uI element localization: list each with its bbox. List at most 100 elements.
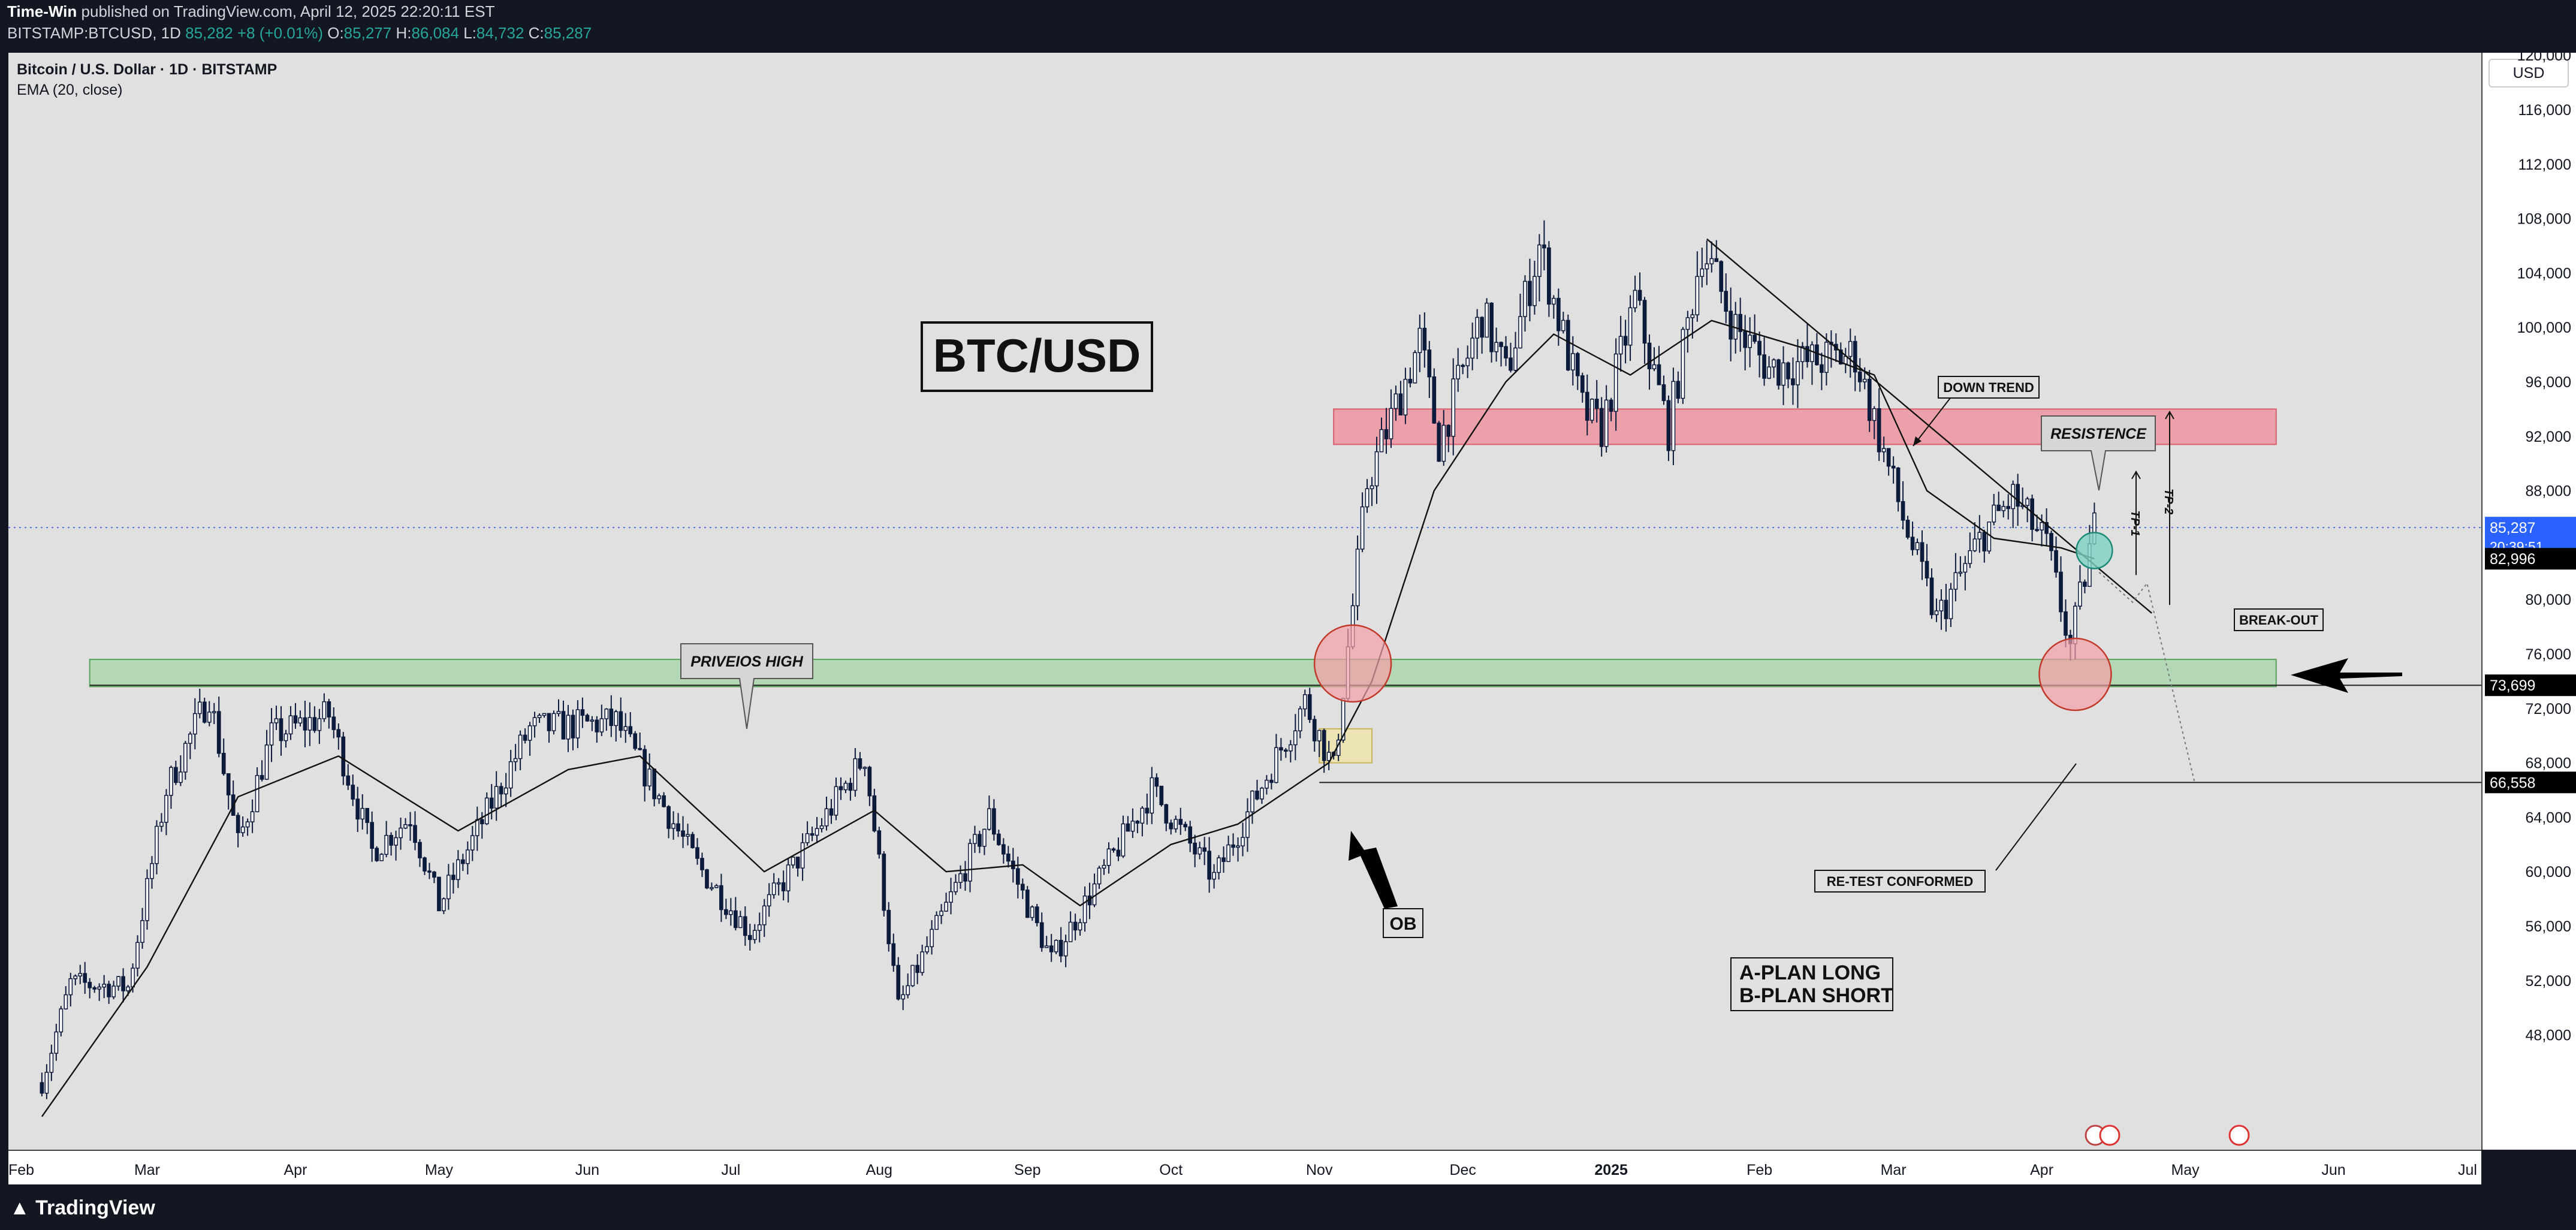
chart-canvas[interactable]: BTC/USD PRIVEIOS HIGH RESISTENCE DOWN TREND…: [8, 53, 2481, 1150]
candle-body: [1475, 316, 1479, 339]
candle-body: [891, 943, 896, 966]
candle-body: [795, 857, 800, 869]
candle-body: [1992, 504, 1996, 523]
candle-body: [1393, 393, 1398, 409]
resistence-callout[interactable]: RESISTENCE: [2041, 415, 2156, 491]
candle-body: [1054, 939, 1058, 952]
candle-body: [1963, 563, 1968, 573]
candle-body: [2040, 522, 2044, 530]
candle-body: [97, 986, 102, 990]
candle-body: [442, 898, 446, 912]
candle-body: [705, 869, 709, 889]
main-title-box: [921, 321, 1153, 392]
candle-body: [1485, 302, 1489, 338]
candle-body: [1939, 599, 1944, 611]
candle-body: [1178, 819, 1183, 825]
candle-body: [1815, 344, 1819, 366]
projection-path: [2098, 572, 2196, 783]
candle-body: [1212, 872, 1216, 880]
price-tick-label: 60,000: [2526, 864, 2571, 881]
candle-body: [1556, 297, 1561, 331]
candle-body: [73, 975, 78, 979]
candle-body: [451, 875, 456, 881]
candle-body: [1762, 354, 1766, 379]
candle-body: [331, 716, 336, 730]
candle-body: [968, 843, 972, 882]
candle-body: [1135, 821, 1140, 824]
legend-title[interactable]: Bitcoin / U.S. Dollar · 1D · BITSTAMP: [17, 61, 277, 78]
candle-body: [877, 830, 882, 855]
candle-body: [1843, 355, 1848, 364]
candle-body: [662, 795, 666, 807]
price-change: +8 (+0.01%): [237, 24, 323, 42]
candle-body: [1499, 342, 1503, 347]
candle-body: [221, 753, 226, 774]
candle-body: [83, 973, 88, 983]
candle-body: [1705, 263, 1709, 270]
candle-body: [121, 976, 125, 991]
time-tick-label: Jul: [721, 1162, 740, 1178]
candle-body: [1102, 864, 1106, 869]
candle-body: [1236, 845, 1240, 848]
candle-body: [255, 774, 260, 812]
candle-body: [1690, 314, 1695, 318]
candle-body: [183, 743, 188, 773]
ob-label-box: [1383, 908, 1423, 938]
publisher-name[interactable]: Time-Win: [7, 2, 77, 20]
price-axis[interactable]: USD 48,000 52,000 56,000 60,000 64,000 68,000…: [2481, 53, 2576, 1150]
candle-body: [1570, 353, 1575, 370]
candle-body: [346, 775, 351, 786]
tradingview-logo[interactable]: ▲ TradingView: [10, 1196, 155, 1220]
candle-body: [1432, 376, 1437, 424]
candle-body: [1020, 884, 1025, 891]
candle-body: [805, 833, 810, 843]
candle-body: [499, 786, 503, 795]
candle-body: [1565, 319, 1570, 370]
candle-body: [743, 916, 747, 936]
candle-body: [1848, 340, 1853, 357]
candle-body: [590, 719, 595, 722]
down-trend-pointer: [1913, 397, 1951, 447]
candle-body: [1685, 317, 1690, 330]
candle-body: [192, 713, 197, 735]
candle-body: [752, 930, 757, 940]
candle-body: [1776, 359, 1781, 386]
candle-body: [700, 858, 704, 870]
candle-body: [1757, 340, 1761, 355]
candle-body: [862, 767, 867, 769]
candle-body: [1972, 538, 1977, 551]
candle-body: [1820, 364, 1824, 373]
legend-indicator[interactable]: EMA (20, close): [17, 82, 123, 98]
candle-body: [1140, 807, 1145, 824]
candle-body: [906, 985, 910, 996]
candle-body: [1719, 261, 1724, 292]
candle-body: [819, 825, 824, 830]
candle-body: [1097, 867, 1102, 885]
time-axis[interactable]: Feb Mar Apr May Jun Jul Aug Sep Oct Nov Dec 2025 Feb…: [8, 1150, 2481, 1186]
candle-body: [1202, 847, 1206, 852]
currency-button[interactable]: USD: [2488, 59, 2569, 88]
priveios-high-callout[interactable]: PRIVEIOS HIGH: [680, 643, 813, 729]
candle-body: [1695, 276, 1700, 315]
candle-body: [1145, 807, 1150, 814]
price-tag-label: 82,996: [2490, 551, 2535, 568]
candle-body: [394, 837, 398, 846]
event-flag-icon[interactable]: [2228, 1125, 2250, 1146]
candle-body: [1805, 346, 1809, 363]
candle-body: [1231, 844, 1235, 848]
candle-body: [815, 828, 819, 836]
candle-body: [1164, 804, 1169, 824]
candle-body: [1738, 313, 1743, 332]
event-flag-icon[interactable]: [2099, 1125, 2120, 1146]
candle-body: [460, 859, 465, 864]
candle-body: [447, 875, 451, 900]
time-axis-canvas[interactable]: Feb Mar Apr May Jun Jul Aug Sep Oct Nov Dec 2025 Feb…: [8, 1151, 2481, 1186]
candle-body: [413, 825, 417, 843]
candle-body: [92, 987, 97, 990]
price-axis-canvas[interactable]: 48,000 52,000 56,000 60,000 64,000 68,000 72,0…: [2483, 53, 2576, 1150]
chart-area[interactable]: BTC/USD PRIVEIOS HIGH RESISTENCE DOWN TREND…: [8, 53, 2481, 1150]
candle-body: [1379, 429, 1384, 453]
candle-body: [729, 910, 733, 915]
candle-body: [1767, 366, 1771, 379]
candle-body: [1417, 327, 1422, 353]
